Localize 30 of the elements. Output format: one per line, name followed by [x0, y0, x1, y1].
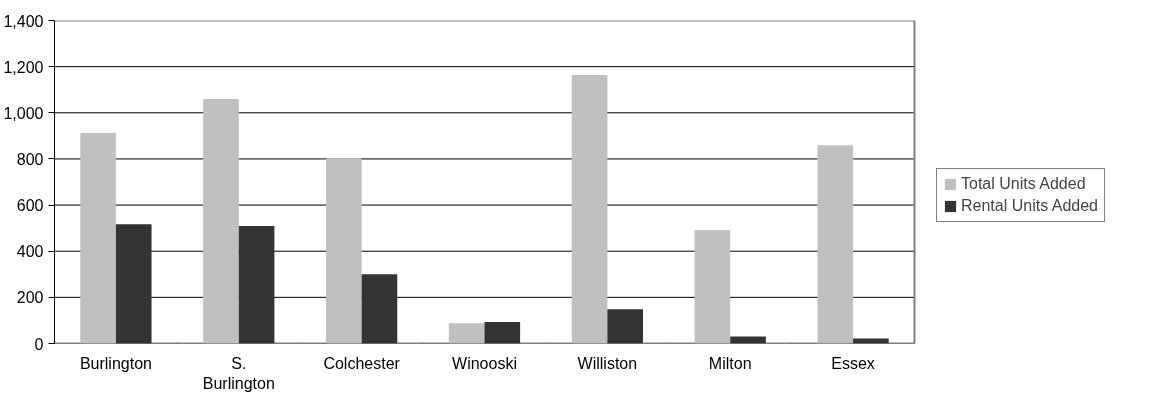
y-tick-label: 1,200: [3, 58, 44, 76]
y-tick-label: 0: [34, 335, 44, 353]
x-tick-label: Colchester: [323, 354, 401, 372]
bar: [484, 322, 521, 344]
legend-label: Total Units Added: [961, 175, 1086, 193]
bar: [326, 158, 362, 344]
y-tick-label: 600: [16, 197, 44, 215]
bar: [80, 133, 116, 344]
bar: [203, 98, 239, 344]
bar: [571, 74, 608, 344]
legend-label: Rental Units Added: [961, 197, 1098, 215]
y-tick-label: 400: [16, 243, 44, 261]
bar: [448, 323, 485, 344]
y-tick-label: 200: [16, 289, 44, 307]
x-tick-label: S. Burlington: [202, 354, 275, 392]
bar: [853, 338, 889, 344]
bar: [694, 229, 731, 344]
x-tick-label: Winooski: [452, 354, 517, 372]
y-tick-label: 1,400: [3, 12, 44, 30]
bar: [361, 274, 398, 344]
x-tick-label: Essex: [831, 354, 875, 372]
bar: [238, 226, 275, 344]
x-tick-label: Williston: [577, 354, 638, 372]
bar: [607, 309, 643, 344]
x-tick-label: Milton: [708, 354, 752, 372]
bar: [115, 224, 152, 344]
bar: [817, 145, 854, 344]
y-tick-label: 1,000: [3, 104, 44, 122]
x-tick-label: Burlington: [79, 354, 152, 372]
y-tick-label: 800: [16, 150, 44, 168]
